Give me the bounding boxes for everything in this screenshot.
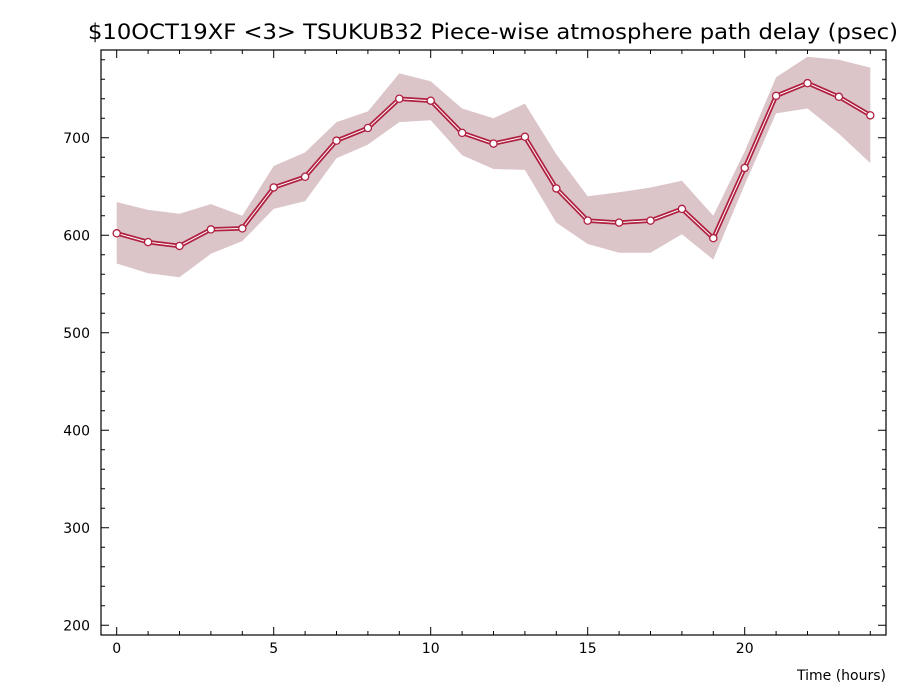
data-point (363, 123, 373, 133)
data-point (866, 111, 875, 120)
data-point (709, 233, 718, 243)
y-tick-label: 500 (63, 326, 90, 342)
data-point (646, 216, 655, 225)
y-tick-label: 600 (63, 228, 90, 244)
data-point (677, 204, 687, 214)
data-point (112, 229, 121, 238)
y-tick-label: 300 (63, 521, 90, 537)
y-tick-label: 200 (63, 618, 90, 634)
data-point (175, 241, 184, 251)
y-tick-label: 400 (63, 423, 90, 439)
data-point (803, 78, 812, 88)
data-point-layer (112, 78, 875, 251)
data-point (395, 94, 404, 104)
data-point (300, 172, 310, 181)
data-point (426, 96, 435, 105)
data-point (332, 136, 341, 145)
data-point (238, 224, 247, 233)
data-point (457, 128, 467, 138)
x-axis-label: Time (hours) (796, 668, 886, 684)
data-point (520, 132, 530, 142)
data-point (552, 184, 561, 193)
y-tick-label: 700 (63, 131, 90, 147)
data-point (269, 183, 278, 192)
data-point (583, 216, 592, 225)
error-band-layer (116, 56, 871, 278)
data-point (740, 163, 749, 173)
data-point (771, 91, 781, 101)
data-point (489, 139, 498, 148)
tick-layer (101, 50, 886, 635)
error-band (116, 56, 871, 278)
data-point (206, 225, 216, 234)
x-tick-label: 10 (422, 641, 440, 657)
tick-label-layer: 0 5 10 15 20 200 300 400 500 600 700 (63, 131, 753, 657)
data-point (143, 237, 153, 247)
x-tick-label: 15 (579, 641, 597, 657)
x-tick-label: 0 (112, 641, 121, 657)
chart-title: $10OCT19XF <3> TSUKUB32 Piece-wise atmos… (88, 20, 898, 44)
x-tick-label: 5 (269, 641, 278, 657)
data-point (614, 218, 624, 227)
x-tick-label: 20 (736, 641, 754, 657)
data-point (834, 92, 844, 102)
